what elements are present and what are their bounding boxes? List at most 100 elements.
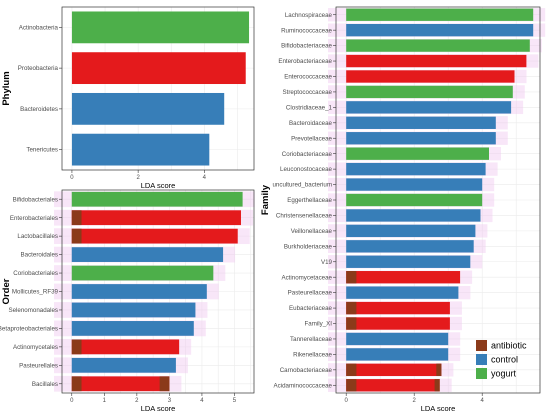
order-bar-bacteroidales [71, 247, 224, 262]
family-bar-tannerellaceae [346, 332, 449, 346]
family-category-label: Prevotellaceae [291, 135, 332, 142]
family-xtick-label: 4 [481, 398, 485, 404]
family-bar-eubacteriaceae [346, 301, 450, 315]
phylum-category-label: Proteobacteria [18, 65, 59, 72]
family-bar-veillonellaceae [346, 224, 476, 238]
family-category-label: V19 [321, 259, 333, 266]
family-bar-segment-family-xi [346, 317, 357, 330]
family-y-axis-label: Family [260, 184, 271, 215]
order-xtick-label: 1 [103, 398, 107, 404]
order-category-label: Coriobacteriales [13, 270, 58, 277]
legend-swatch-control [476, 354, 487, 365]
order-category-label: Betaproteobacteriales [0, 326, 58, 333]
family-bar-segment-carnobacteriaceae [346, 363, 357, 377]
family-category-label: Rikenellaceae [293, 352, 332, 359]
order-panel: Bifidobacteriales Enterobacteriales Lactob… [0, 189, 255, 413]
order-xtick-label: 4 [200, 398, 204, 404]
legend-label-antibiotic: antibiotic [491, 341, 527, 351]
phylum-panel: Actinobacteria Proteobacteria Bacteroidete… [1, 6, 255, 190]
family-x-axis-label: LDA score [421, 404, 456, 413]
family-category-label: Coriobacteriaceae [282, 151, 333, 158]
family-bar-bifidobacteriaceae [346, 39, 530, 52]
family-panel-border [335, 6, 541, 394]
phylum-bar-actinobacteria [71, 11, 250, 44]
family-category-label: Acidaminococcaceae [274, 382, 333, 389]
family-bar-enterobacteriaceae [346, 54, 527, 68]
family-bar-pasteurellaceae [346, 286, 459, 299]
order-x-axis-label: LDA score [141, 404, 176, 413]
family-bar-eggerthellaceae [346, 193, 483, 207]
order-xtick-label: 2 [135, 398, 139, 404]
order-category-label: Lactobacillales [17, 233, 58, 240]
phylum-xtick-label: 4 [203, 175, 207, 181]
order-bar-segment-actinomycetales [71, 339, 82, 355]
family-bar-streptococcaceae [346, 85, 513, 99]
legend-swatch-antibiotic [476, 340, 487, 351]
order-y-axis-label: Order [1, 278, 12, 304]
order-bar-lactobacillales [71, 228, 238, 244]
order-xtick-label: 5 [233, 398, 237, 404]
family-bar-actinomycetaceae [346, 271, 461, 284]
family-category-label: Carnobacteriaceae [280, 367, 333, 374]
order-bar-darkend-bacillales [159, 376, 170, 392]
order-category-label: Enterobacteriales [10, 215, 58, 222]
family-bar-segment-eubacteriaceae [346, 301, 357, 315]
family-category-label: Ruminococcaceae [281, 27, 332, 34]
order-bar-segment-enterobacteriales [71, 210, 82, 226]
order-bar-bifidobacteriales [71, 191, 243, 207]
family-category-label: Enterococcaceae [284, 74, 332, 81]
family-bar-uncultured-bacterium [346, 178, 483, 191]
order-bar-mollicutes-rf39 [71, 284, 207, 299]
family-bar-clostridiaceae-1 [346, 101, 512, 114]
family-xtick-label: 2 [413, 398, 417, 404]
order-bar-selenomonadales [71, 302, 196, 318]
family-category-label: Eggerthellaceae [287, 197, 332, 204]
legend-label-yogurt: yogurt [491, 369, 517, 379]
order-bar-segment-lactobacillales [71, 228, 82, 244]
family-bar-carnobacteriaceae [346, 363, 442, 377]
family-category-label: Leuconostocaceae [280, 166, 333, 173]
order-category-label: Bifidobacteriales [13, 196, 58, 203]
order-panel-border [61, 189, 255, 394]
family-bar-burkholderiaceae [346, 240, 474, 253]
family-category-label: Enterobacteriaceae [278, 58, 332, 65]
family-category-label: Christensenellaceae [276, 213, 333, 220]
phylum-bar-proteobacteria [71, 52, 246, 85]
family-bar-darkend-acidaminococcaceae [434, 379, 440, 392]
family-bar-v19 [346, 255, 471, 268]
order-bar-bacillales [71, 376, 170, 392]
family-bar-segment-actinomycetaceae [346, 271, 357, 284]
family-bar-ruminococcaceae [346, 23, 534, 37]
phylum-category-label: Tenericutes [26, 147, 58, 154]
family-bar-acidaminococcaceae [346, 379, 440, 392]
order-category-label: Bacillales [32, 381, 58, 388]
family-category-label: Tannerellaceae [290, 336, 333, 343]
family-bar-lachnospiraceae [346, 8, 534, 21]
order-category-label: Actinomycetales [13, 344, 58, 351]
family-category-label: Streptococcaceae [282, 89, 332, 96]
family-category-label: uncultured_bacterium [272, 182, 332, 189]
family-panel: Lachnospiraceae Ruminococcaceae Bifidobact… [260, 6, 546, 413]
phylum-y-axis-label: Phylum [1, 71, 12, 105]
family-category-label: Bacteroidaceae [289, 120, 333, 127]
order-bar-actinomycetales [71, 339, 180, 355]
family-category-label: Veillonellaceae [291, 228, 333, 235]
phylum-xtick-label: 0 [70, 175, 74, 181]
family-bar-bacteroidaceae [346, 116, 496, 129]
family-bar-leuconostocaceae [346, 162, 486, 176]
family-bar-segment-acidaminococcaceae [346, 379, 357, 392]
chart-legend: antibiotic control yogurt [476, 340, 527, 379]
order-category-label: Selenomonadales [8, 307, 58, 314]
order-bar-enterobacteriales [71, 210, 241, 226]
family-category-label: Actinomycetaceae [281, 274, 332, 281]
order-category-label: Bacteroidales [21, 252, 59, 259]
order-category-label: Mollicutes_RF39 [12, 289, 59, 296]
phylum-bar-tenericutes [71, 133, 210, 166]
family-category-label: Eubacteriaceae [289, 305, 333, 312]
order-xtick-label: 0 [70, 398, 74, 404]
order-category-label: Pasteurellales [19, 362, 58, 369]
order-bar-coriobacteriales [71, 265, 214, 281]
phylum-category-label: Bacteroidetes [20, 106, 58, 113]
family-category-label: Clostridiaceae_1 [286, 104, 333, 111]
family-bar-coriobacteriaceae [346, 147, 489, 160]
